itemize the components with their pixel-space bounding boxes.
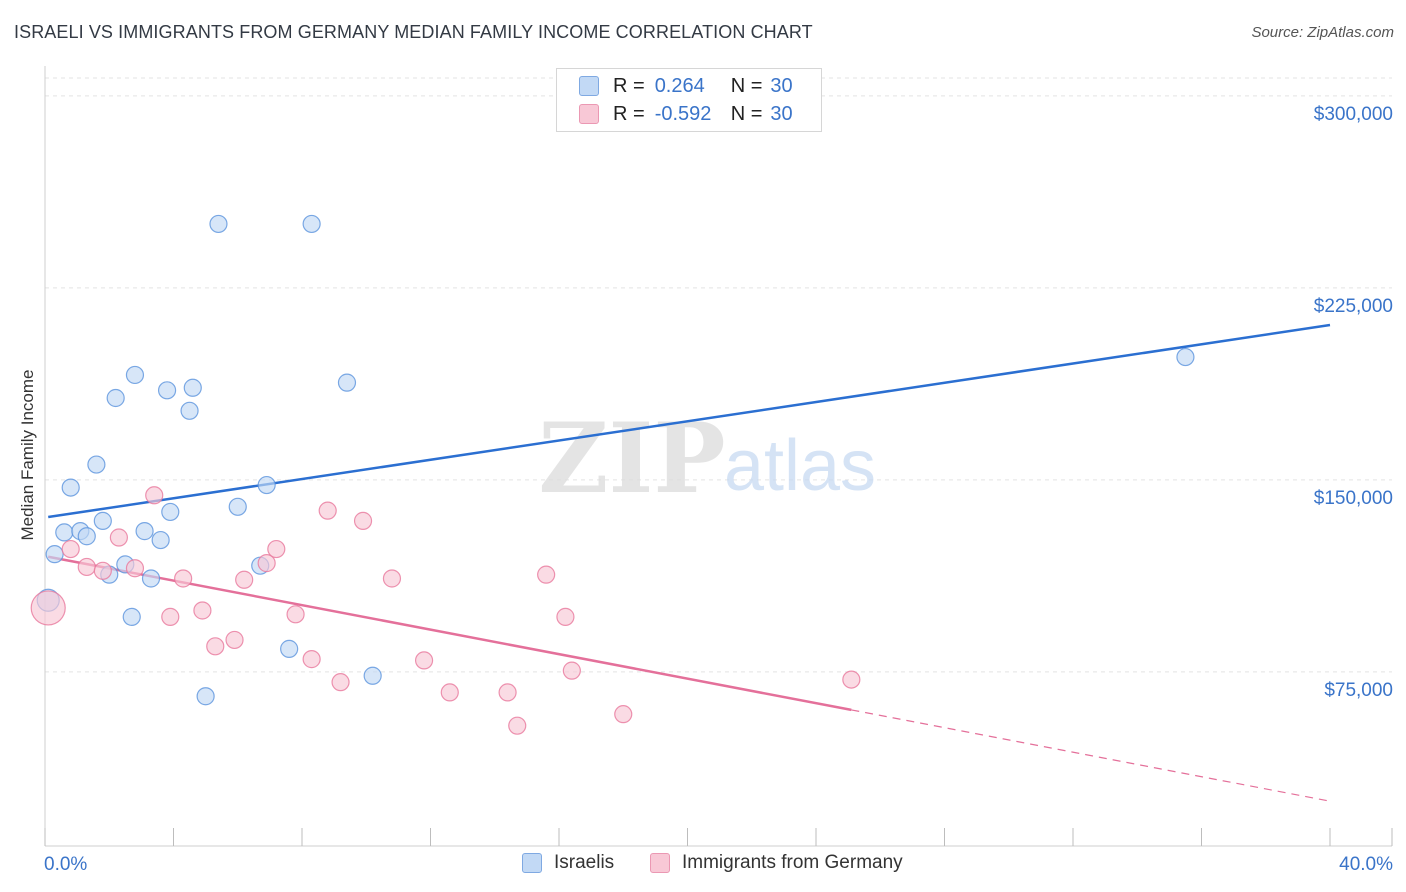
germany-point (302, 650, 321, 669)
israeli-point (180, 401, 199, 420)
germany-point (174, 569, 193, 588)
legend-n-value: 30 (770, 102, 793, 125)
legend-row-germany: R = -0.592 N = 30 (579, 102, 793, 126)
germany-point (145, 486, 164, 505)
germany-point (77, 557, 96, 577)
israeli-point (141, 569, 161, 588)
x-tick-label-max: 40.0% (1339, 854, 1393, 875)
germany-point (193, 601, 212, 620)
germany-point (267, 539, 286, 559)
germany-point (257, 554, 276, 573)
israeli-point (45, 545, 64, 564)
axis-layer (44, 66, 1393, 847)
legend-swatch-germany (579, 104, 599, 124)
legend-r-value: 0.264 (654, 74, 705, 97)
israeli-point (228, 497, 247, 516)
legend-n-label: N = (730, 102, 763, 125)
israeli-point (87, 455, 106, 474)
israeli-point (302, 214, 321, 234)
israeli-point (106, 388, 125, 408)
israeli-point (55, 523, 74, 542)
bottom-legend-germany: Immigrants from Germany (650, 852, 903, 874)
legend-r-label: R = (613, 102, 645, 125)
germany-point (318, 501, 337, 520)
israeli-point (122, 607, 141, 626)
bottom-legend-swatch-israelis (522, 853, 542, 873)
bottom-legend-israelis: Israelis (522, 852, 614, 874)
x-tick-label-min: 0.0% (44, 854, 87, 875)
germany-point (225, 630, 244, 650)
y-axis-label: Median Family Income (18, 369, 37, 541)
point-layer (30, 214, 1195, 735)
legend-swatch-israelis (579, 76, 599, 96)
israeli-point (257, 475, 276, 495)
germany-point (508, 716, 527, 735)
germany-point (161, 607, 180, 626)
bottom-legend-swatch-germany (650, 853, 670, 873)
israeli-point (157, 381, 177, 400)
germany-point (30, 590, 66, 626)
correlation-legend: R = 0.264 N = 30 R = -0.592 N = 30 (556, 68, 822, 132)
israeli-point (1176, 347, 1195, 367)
germany-point (498, 683, 517, 702)
tick-label-layer: $75,000 $150,000 $225,000 $300,000 0.0% 40.0% (44, 104, 1393, 875)
israeli-point (337, 373, 357, 392)
source-label: Source: ZipAtlas.com (1251, 24, 1394, 41)
israeli-point (183, 378, 202, 397)
germany-point (614, 705, 633, 724)
germany-point (61, 539, 80, 559)
bottom-legend-label: Israelis (554, 852, 615, 873)
israeli-point (77, 527, 96, 546)
israeli-point (363, 666, 382, 685)
germany-point (842, 670, 861, 689)
germany-point (562, 661, 581, 680)
germany-point (125, 559, 145, 578)
legend-n-label: N = (730, 74, 763, 97)
legend-r-value: -0.592 (654, 102, 712, 125)
legend-r-label: R = (613, 74, 645, 97)
legend-n-value: 30 (770, 74, 793, 97)
germany-point (556, 607, 575, 626)
israeli-point (196, 687, 215, 706)
israeli-point (151, 530, 170, 550)
israeli-point (135, 522, 154, 541)
germany-point (414, 651, 434, 670)
germany-point (235, 570, 254, 589)
israeli-point (61, 478, 80, 497)
germany-point (109, 528, 128, 547)
israeli-point (209, 214, 228, 234)
germany-point (353, 511, 373, 530)
y-tick-label: $300,000 (1314, 104, 1393, 125)
y-tick-label: $150,000 (1314, 488, 1393, 509)
israeli-point (125, 365, 145, 385)
trend-layer (47, 323, 1331, 802)
y-tick-label: $75,000 (1324, 680, 1393, 701)
israeli-point (93, 511, 112, 530)
y-tick-label: $225,000 (1314, 296, 1393, 317)
legend-row-israelis: R = 0.264 N = 30 (579, 74, 793, 98)
germany-point (93, 561, 112, 580)
germany-point (537, 565, 556, 584)
germany-point (286, 605, 305, 624)
germany-point (206, 637, 225, 656)
germany-point (331, 673, 350, 692)
germany-point (382, 569, 402, 588)
watermark-atlas: atlas (724, 426, 876, 506)
chart-title: ISRAELI VS IMMIGRANTS FROM GERMANY MEDIA… (14, 22, 813, 42)
germany-point (440, 683, 459, 702)
bottom-legend-label: Immigrants from Germany (682, 852, 903, 873)
israeli-point (161, 502, 180, 522)
trend-line-extension-1 (851, 709, 1331, 802)
israeli-point (280, 639, 299, 658)
